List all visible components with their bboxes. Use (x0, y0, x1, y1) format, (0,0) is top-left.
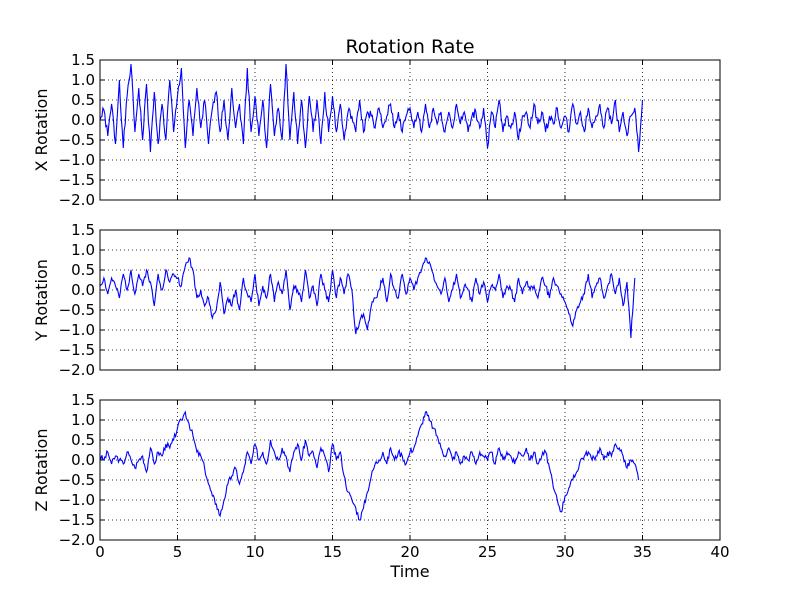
y-tick-label: −1.0 (59, 321, 95, 339)
chart-title: Rotation Rate (345, 36, 474, 58)
y-tick-label: 0.0 (71, 281, 95, 299)
y-tick-label: −0.5 (59, 471, 95, 489)
y-tick-label: 0.0 (71, 111, 95, 129)
y-axis-label: X Rotation (32, 89, 51, 172)
y-tick-label: −1.0 (59, 151, 95, 169)
y-tick-label: 1.0 (71, 71, 95, 89)
y-tick-label: 1.5 (71, 391, 95, 409)
y-tick-label: 1.0 (71, 241, 95, 259)
x-tick-label: 25 (478, 543, 497, 561)
y-tick-label: −1.5 (59, 341, 95, 359)
y-axis-label: Z Rotation (32, 429, 51, 512)
y-tick-label: −2.0 (59, 531, 95, 549)
x-tick-label: 35 (633, 543, 652, 561)
x-tick-label: 40 (710, 543, 729, 561)
y-tick-label: 1.0 (71, 411, 95, 429)
y-tick-label: 0.5 (71, 431, 95, 449)
x-axis-label: Time (389, 562, 429, 581)
axes-frame (99, 229, 721, 371)
y-tick-label: 1.5 (71, 51, 95, 69)
series-line (100, 257, 636, 339)
y-tick-label: 1.5 (71, 221, 95, 239)
y-tick-label: −2.0 (59, 361, 95, 379)
y-tick-label: 0.5 (71, 91, 95, 109)
y-tick-label: −2.0 (59, 191, 95, 209)
series-line (100, 63, 644, 153)
x-tick-label: 10 (245, 543, 264, 561)
x-tick-label: 5 (173, 543, 183, 561)
panel-3: 1.5 1.0 0.5 0.0 −0.5 −1.0 −1.5 −2.0 Z Rotation 0 5… (32, 391, 730, 561)
y-tick-label: −0.5 (59, 131, 95, 149)
panel-1: 1.5 1.0 0.5 0.0 −0.5 −1.0 −1.5 −2.0 X Rotation (32, 51, 721, 209)
x-tick-label: 15 (323, 543, 342, 561)
y-tick-label: −1.0 (59, 491, 95, 509)
y-axis-label: Y Rotation (32, 259, 51, 342)
axes-frame (99, 399, 721, 541)
x-tick-label: 20 (400, 543, 419, 561)
y-tick-label: 0.0 (71, 451, 95, 469)
series-line (100, 410, 640, 521)
y-tick-label: −0.5 (59, 301, 95, 319)
panel-2: 1.5 1.0 0.5 0.0 −0.5 −1.0 −1.5 −2.0 Y Rotation (32, 221, 721, 379)
y-tick-label: −1.5 (59, 511, 95, 529)
y-tick-label: 0.5 (71, 261, 95, 279)
axes-frame (99, 59, 721, 201)
x-tick-label: 30 (555, 543, 574, 561)
x-tick-label: 0 (95, 543, 105, 561)
y-tick-label: −1.5 (59, 171, 95, 189)
